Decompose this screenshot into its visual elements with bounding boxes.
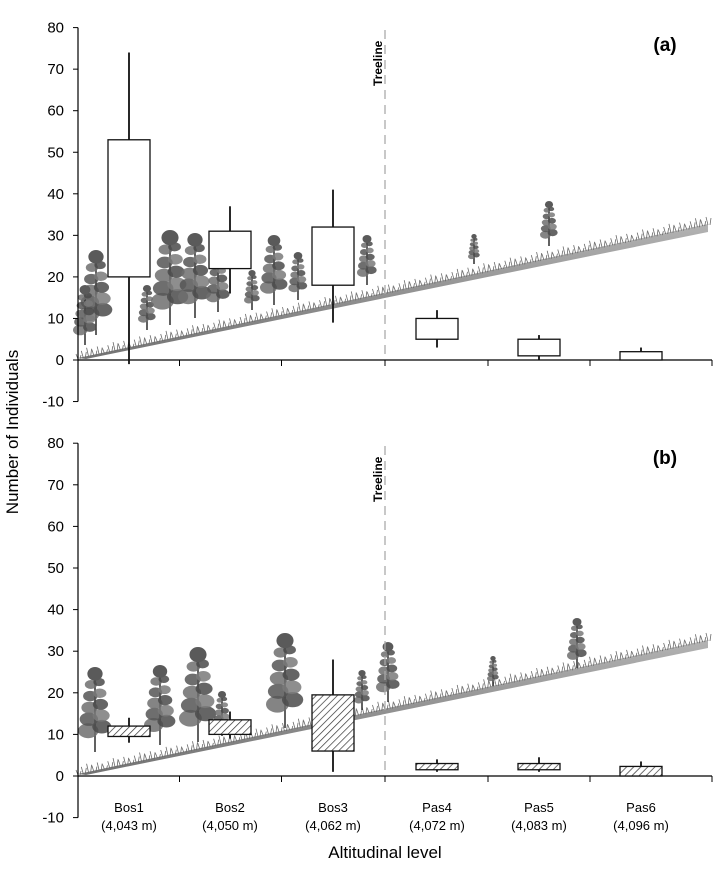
y-tick-label: 50 — [47, 144, 64, 161]
y-tick-label: -10 — [42, 394, 64, 411]
box-bos3 — [311, 659, 355, 772]
y-tick-label: 40 — [47, 186, 64, 203]
tree-illustration — [178, 233, 212, 318]
y-tick-label: 10 — [47, 310, 64, 327]
box-iqr — [415, 317, 459, 340]
box-iqr — [208, 719, 252, 736]
y-tick-label: 20 — [47, 269, 64, 286]
tree-illustration — [354, 670, 370, 710]
box-iqr — [619, 351, 663, 361]
box-pas5 — [517, 335, 561, 360]
box-bos2 — [208, 711, 252, 739]
box-iqr — [311, 694, 355, 752]
box-pas5 — [517, 757, 561, 772]
box-iqr — [311, 226, 355, 286]
tree-illustration — [540, 201, 558, 246]
tree-illustration — [376, 642, 400, 702]
x-category-elevation: (4,050 m) — [202, 818, 258, 833]
tree-illustration — [567, 618, 587, 668]
x-category-label: Bos3 — [318, 800, 348, 815]
y-tick-label: 60 — [47, 518, 64, 535]
y-tick-label: 0 — [56, 768, 64, 785]
y-axis-label: Number of Individuals — [3, 350, 22, 514]
y-tick-label: 80 — [47, 20, 64, 37]
box-iqr — [517, 338, 561, 357]
x-category-elevation: (4,083 m) — [511, 818, 567, 833]
panel-label: (b) — [653, 448, 677, 469]
y-tick-label: 80 — [47, 435, 64, 452]
box-iqr — [517, 762, 561, 771]
x-category-label: Bos1 — [114, 800, 144, 815]
x-category-label: Pas5 — [524, 800, 554, 815]
box-bos2 — [208, 206, 252, 294]
panel-label: (a) — [653, 35, 676, 56]
y-tick-label: 0 — [56, 352, 64, 369]
y-tick-label: 10 — [47, 726, 64, 743]
y-tick-label: 30 — [47, 227, 64, 244]
x-category-elevation: (4,043 m) — [101, 818, 157, 833]
tree-illustration — [260, 235, 288, 305]
y-tick-label: 40 — [47, 602, 64, 619]
y-tick-label: 50 — [47, 560, 64, 577]
box-bos3 — [311, 189, 355, 323]
x-category-label: Pas6 — [626, 800, 656, 815]
box-iqr — [208, 230, 252, 270]
y-tick-label: 30 — [47, 643, 64, 660]
y-tick-label: -10 — [42, 810, 64, 827]
x-category-label: Pas4 — [422, 800, 452, 815]
tree-illustration — [244, 270, 260, 310]
box-pas4 — [415, 759, 459, 772]
x-category-elevation: (4,096 m) — [613, 818, 669, 833]
tree-illustration — [138, 285, 156, 330]
treeline-label: Treeline — [371, 456, 385, 502]
box-bos1 — [107, 717, 151, 743]
tree-illustration — [78, 667, 112, 752]
box-bos1 — [107, 52, 151, 365]
terrain-scenery — [73, 201, 712, 360]
x-category-elevation: (4,062 m) — [305, 818, 361, 833]
x-category-elevation: (4,072 m) — [409, 818, 465, 833]
y-tick-label: 70 — [47, 477, 64, 494]
y-tick-label: 60 — [47, 103, 64, 120]
terrain-slope — [78, 224, 708, 359]
tree-illustration — [266, 633, 304, 728]
tree-illustration — [487, 656, 499, 686]
tree-illustration — [151, 230, 189, 325]
box-pas6 — [619, 761, 663, 777]
box-iqr — [619, 765, 663, 777]
x-axis-label: Altitudinal level — [328, 843, 441, 862]
treeline-label: Treeline — [371, 40, 385, 86]
tree-illustration — [179, 647, 217, 742]
terrain-scenery — [75, 618, 712, 776]
tree-illustration — [468, 234, 480, 264]
box-iqr — [107, 139, 151, 278]
box-pas4 — [415, 310, 459, 348]
box-iqr — [415, 762, 459, 771]
y-tick-label: 20 — [47, 685, 64, 702]
x-category-label: Bos2 — [215, 800, 245, 815]
tree-illustration — [288, 252, 308, 300]
box-pas6 — [619, 347, 663, 361]
grass-tufts — [75, 216, 712, 360]
box-iqr — [107, 725, 151, 738]
y-tick-label: 70 — [47, 61, 64, 78]
grass-tufts — [75, 632, 712, 776]
tree-illustration — [357, 235, 377, 285]
terrain-slope — [78, 640, 708, 775]
